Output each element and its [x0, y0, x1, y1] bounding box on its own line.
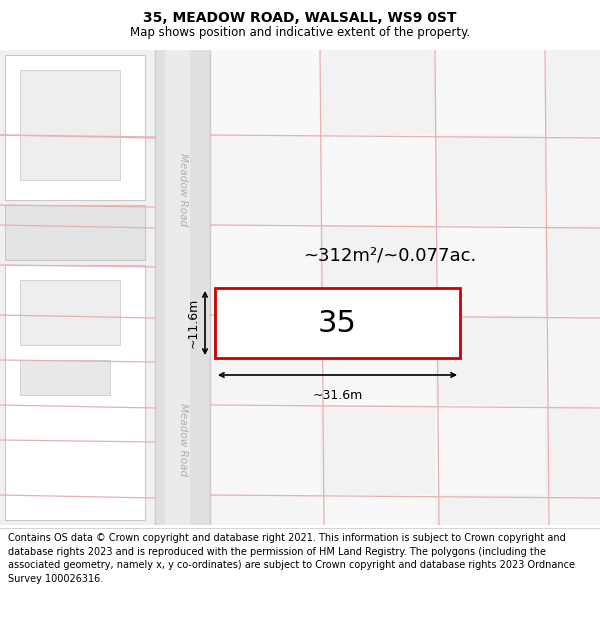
Bar: [435, 315, 545, 405]
Bar: [545, 405, 600, 495]
Bar: [165, 50, 190, 525]
Bar: [210, 225, 320, 315]
Bar: [210, 135, 320, 225]
Text: Meadow Road: Meadow Road: [178, 153, 188, 226]
Bar: [215, 288, 460, 358]
Bar: [545, 225, 600, 315]
Bar: [435, 495, 545, 525]
Bar: [20, 360, 110, 395]
Bar: [5, 205, 145, 260]
Bar: [20, 70, 120, 180]
Bar: [320, 135, 435, 225]
Bar: [20, 280, 120, 345]
Bar: [545, 50, 600, 135]
Bar: [320, 495, 435, 525]
Text: ~11.6m: ~11.6m: [187, 298, 200, 348]
Bar: [320, 405, 435, 495]
Bar: [435, 225, 545, 315]
Bar: [545, 135, 600, 225]
Bar: [320, 315, 435, 405]
Text: Contains OS data © Crown copyright and database right 2021. This information is : Contains OS data © Crown copyright and d…: [8, 533, 575, 584]
Bar: [320, 50, 435, 135]
Text: ~312m²/~0.077ac.: ~312m²/~0.077ac.: [304, 246, 476, 264]
Bar: [435, 135, 545, 225]
Bar: [545, 495, 600, 525]
Bar: [320, 225, 435, 315]
Bar: [435, 405, 545, 495]
Bar: [545, 315, 600, 405]
Bar: [435, 50, 545, 135]
Bar: [210, 495, 320, 525]
Text: 35, MEADOW ROAD, WALSALL, WS9 0ST: 35, MEADOW ROAD, WALSALL, WS9 0ST: [143, 11, 457, 25]
Bar: [155, 50, 210, 525]
Text: ~31.6m: ~31.6m: [313, 389, 362, 402]
Text: 35: 35: [318, 309, 357, 338]
Text: Map shows position and indicative extent of the property.: Map shows position and indicative extent…: [130, 26, 470, 39]
Bar: [5, 265, 145, 520]
Bar: [210, 50, 320, 135]
Bar: [5, 55, 145, 200]
Bar: [210, 315, 320, 405]
Bar: [210, 405, 320, 495]
Text: Meadow Road: Meadow Road: [178, 404, 188, 476]
